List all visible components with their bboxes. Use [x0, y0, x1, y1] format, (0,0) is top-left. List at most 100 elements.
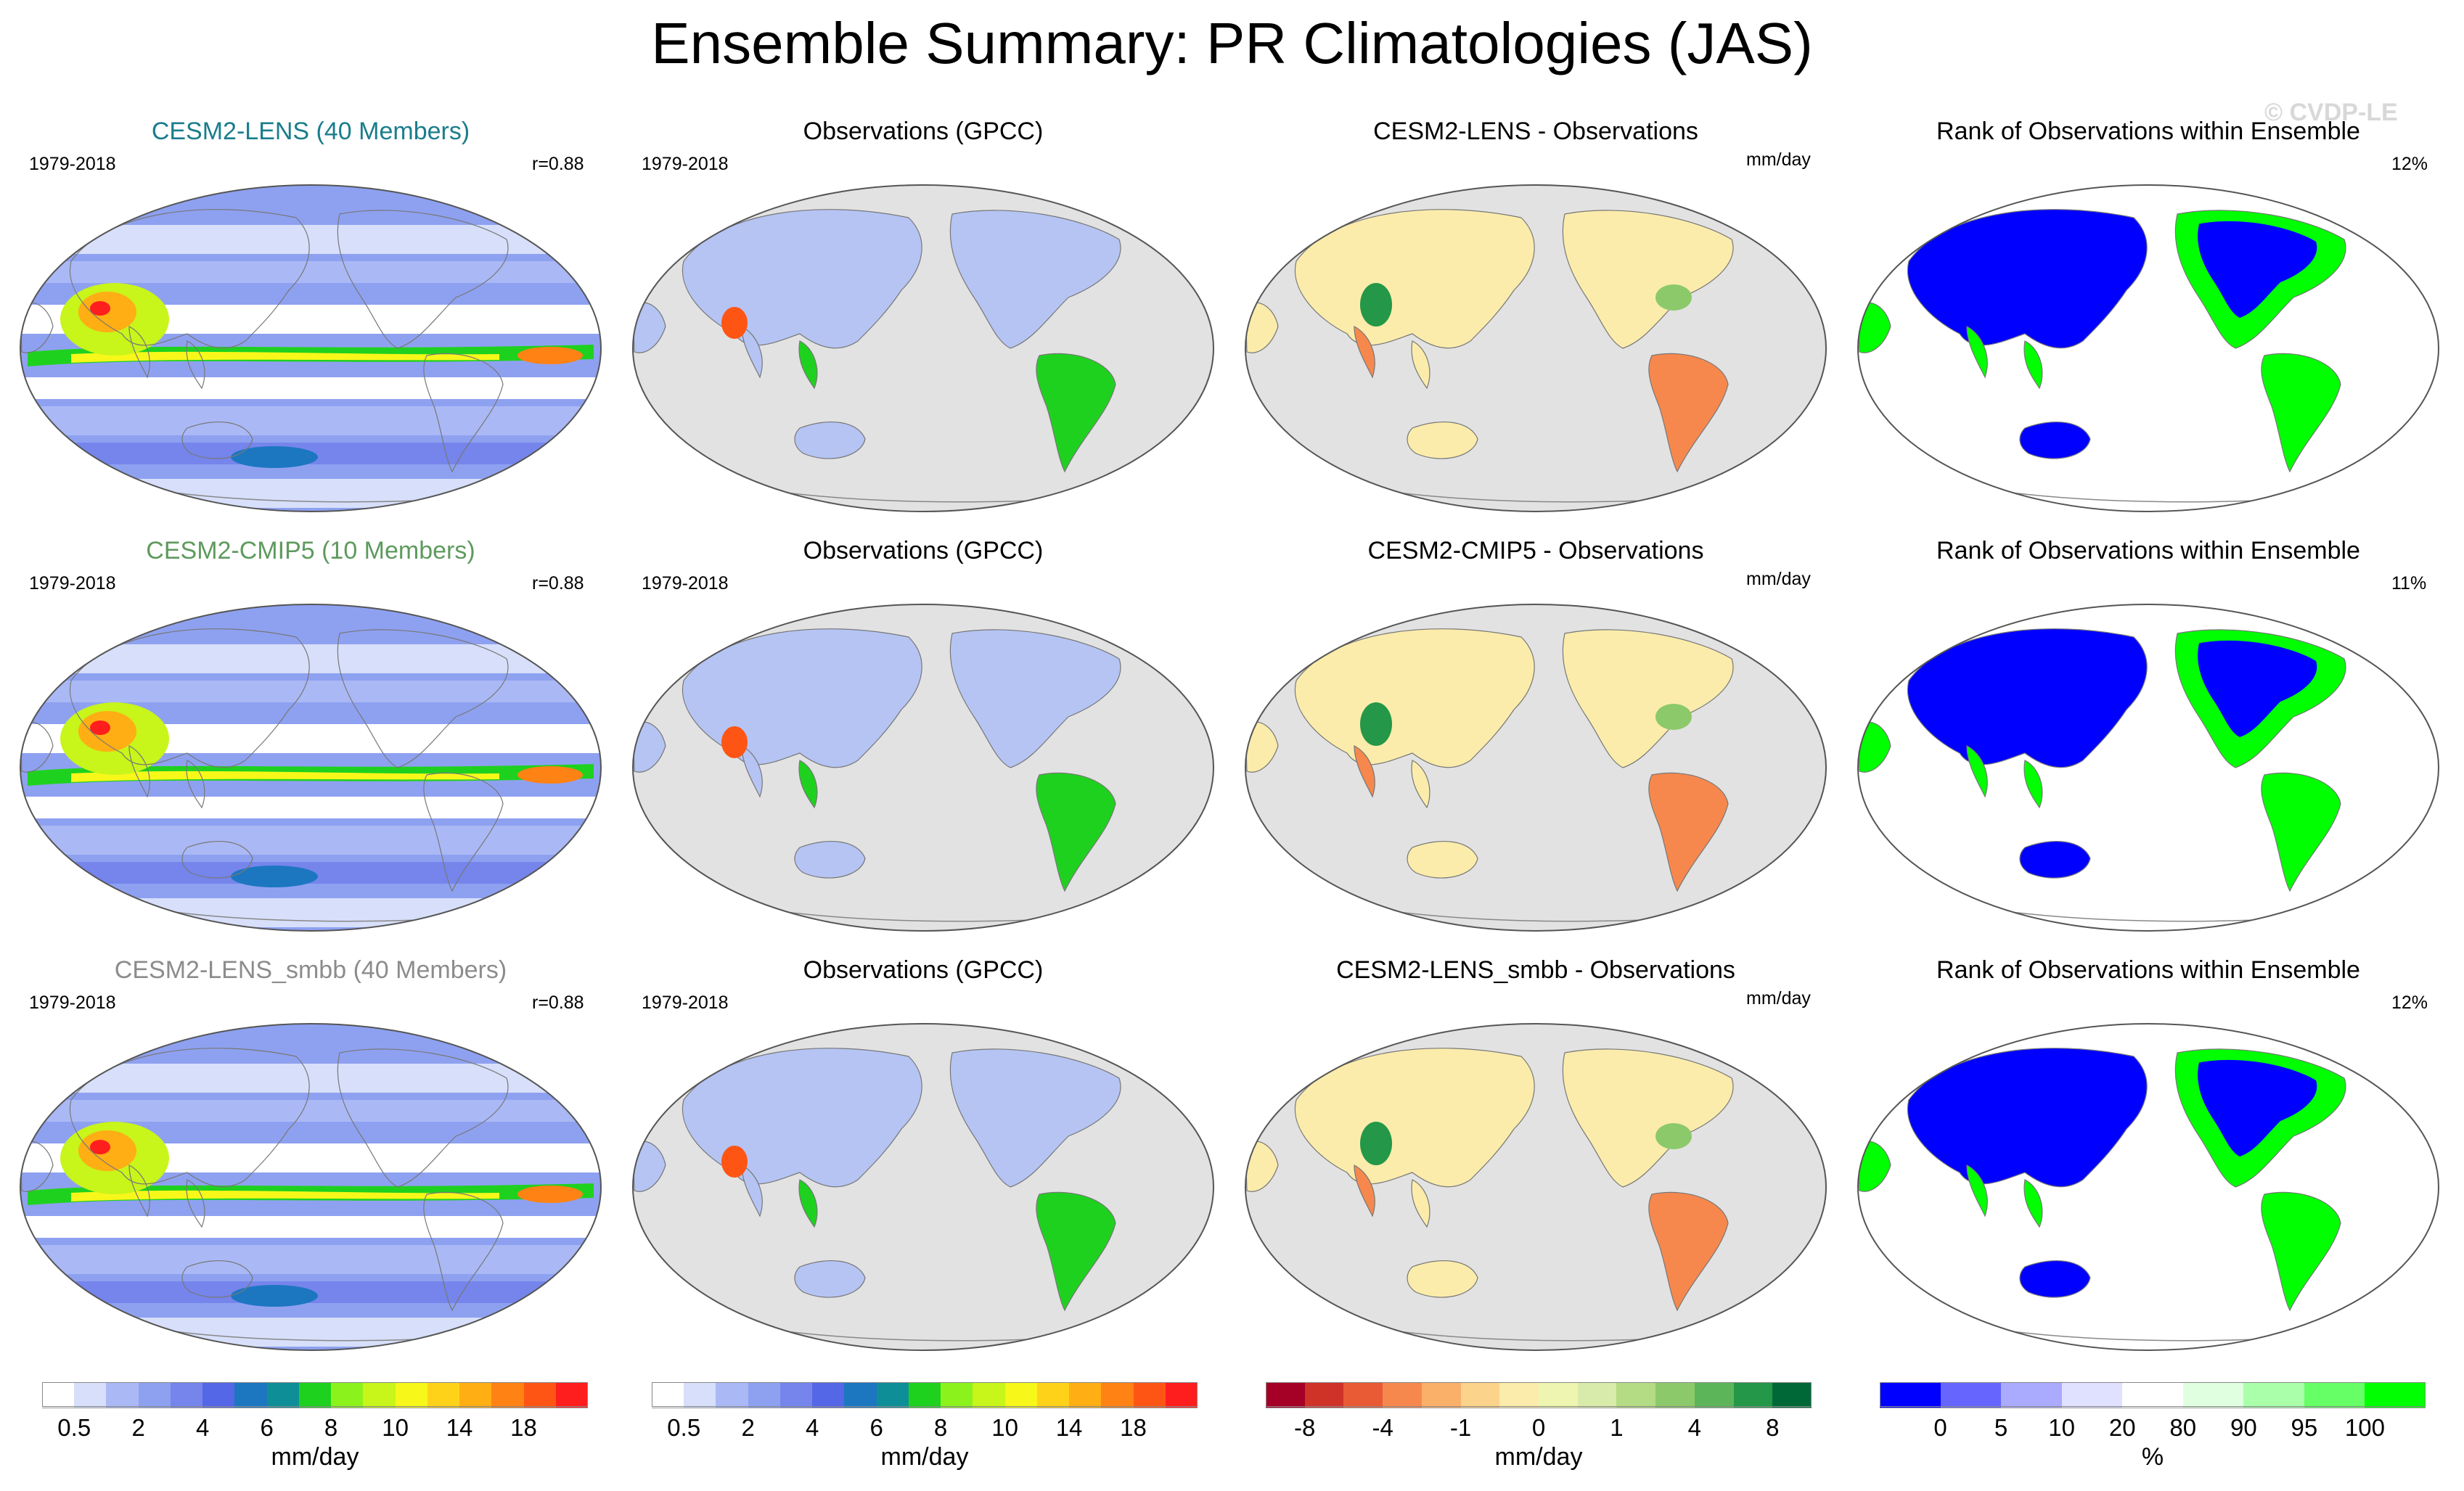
- colorbar-swatch: [202, 1382, 235, 1408]
- colorbar-tick-label: 10: [991, 1414, 1018, 1441]
- map-border: [632, 1023, 1214, 1351]
- colorbar-tick-label: 100: [2344, 1414, 2385, 1441]
- panel-rank-row3: Rank of Observations within Ensemble 12%: [1851, 955, 2446, 1361]
- units-label: mm/day: [1746, 149, 1811, 170]
- panel-title: Rank of Observations within Ensemble: [1936, 537, 2360, 564]
- map-obs: [632, 604, 1214, 932]
- colorbar-tick-label: 0: [1933, 1414, 1947, 1441]
- colorbar-swatch: [331, 1382, 364, 1408]
- colorbar-swatch: [1266, 1382, 1306, 1408]
- colorbar-tick-label: 90: [2230, 1414, 2257, 1441]
- panel-title: CESM2-CMIP5 (10 Members): [146, 537, 475, 564]
- colorbar-tick-label: 0.5: [57, 1414, 91, 1441]
- panel-title: Observations (GPCC): [803, 537, 1044, 564]
- map-border: [1245, 184, 1827, 512]
- map-model: [20, 1023, 602, 1351]
- colorbar-swatch: [1772, 1382, 1812, 1408]
- map-diff: [1245, 1023, 1827, 1351]
- colorbar-swatch: [2365, 1382, 2426, 1408]
- correlation-label: r=0.88: [532, 993, 584, 1013]
- panel-obs-row2: Observations (GPCC) 1979-2018: [626, 535, 1221, 942]
- panel-rank-row2: Rank of Observations within Ensemble 11%: [1851, 535, 2446, 942]
- units-label: mm/day: [1746, 569, 1811, 589]
- colorbar-swatch: [1940, 1382, 2002, 1408]
- rank-percent-label: 12%: [2391, 993, 2428, 1013]
- colorbar-swatch: [1421, 1382, 1462, 1408]
- period-label: 1979-2018: [29, 573, 116, 593]
- panel-diff-row3: CESM2-LENS_smbb - Observations mm/day: [1238, 955, 1833, 1361]
- colorbar-tick-label: 2: [131, 1414, 145, 1441]
- colorbar-swatch: [748, 1382, 781, 1408]
- units-label: mm/day: [1746, 988, 1811, 1009]
- panel-rank-row1: Rank of Observations within Ensemble 12%: [1851, 116, 2446, 522]
- colorbar-tick-label: 5: [1994, 1414, 2008, 1441]
- colorbar-units: mm/day: [1494, 1443, 1583, 1471]
- period-label: 1979-2018: [642, 993, 729, 1013]
- colorbar-tick-label: 14: [446, 1414, 473, 1441]
- continents: [1858, 628, 2367, 922]
- colorbar-tick-label: 80: [2169, 1414, 2197, 1441]
- panel-title: CESM2-CMIP5 - Observations: [1367, 537, 1704, 564]
- panel-title: CESM2-LENS_smbb (40 Members): [114, 956, 507, 984]
- colorbar-swatch: [427, 1382, 460, 1408]
- map-border: [20, 1023, 602, 1351]
- panel-model-row2: CESM2-CMIP5 (10 Members) 1979-2018 r=0.88: [13, 535, 608, 942]
- colorbar-tick-label: 4: [1687, 1414, 1702, 1441]
- colorbar-swatch: [1655, 1382, 1695, 1408]
- colorbar-tick-label: 8: [324, 1414, 338, 1441]
- colorbar-swatch: [459, 1382, 492, 1408]
- continents: [1858, 209, 2367, 503]
- colorbar-swatch: [1539, 1382, 1579, 1408]
- map-obs: [632, 184, 1214, 512]
- colorbar-units: %: [2141, 1443, 2164, 1471]
- colorbar-tick-label: 8: [933, 1414, 948, 1441]
- correlation-label: r=0.88: [532, 154, 584, 174]
- colorbar-precip-model: 0.5 2 4 6 8 10 14 18 mm/day: [42, 1382, 589, 1484]
- map-border: [1857, 1023, 2439, 1351]
- continents: [1858, 1048, 2367, 1342]
- map-obs: [632, 1023, 1214, 1351]
- colorbar-swatch: [1499, 1382, 1539, 1408]
- panel-title: Observations (GPCC): [803, 118, 1044, 145]
- continents: [1245, 1048, 1754, 1342]
- colorbar-units: mm/day: [271, 1443, 359, 1471]
- colorbar-swatch: [523, 1382, 557, 1408]
- colorbar-outline: [42, 1382, 588, 1407]
- colorbar-tick-label: 0.5: [667, 1414, 701, 1441]
- rank-percent-label: 12%: [2391, 154, 2428, 174]
- panel-title: Rank of Observations within Ensemble: [1936, 956, 2360, 984]
- colorbar-tick-label: 20: [2108, 1414, 2136, 1441]
- figure-title: Ensemble Summary: PR Climatologies (JAS): [651, 11, 1813, 75]
- correlation-label: r=0.88: [532, 573, 584, 593]
- colorbar-swatch: [2243, 1382, 2305, 1408]
- panel-title: Observations (GPCC): [803, 956, 1044, 984]
- map-rank: [1857, 184, 2439, 512]
- panel-model-row1: CESM2-LENS (40 Members) 1979-2018 r=0.88: [13, 116, 608, 522]
- colorbar-swatch: [908, 1382, 941, 1408]
- colorbar-swatch: [652, 1382, 684, 1408]
- colorbar-swatch: [1733, 1382, 1773, 1408]
- colorbar-tick-label: 6: [260, 1414, 274, 1441]
- period-label: 1979-2018: [642, 573, 729, 593]
- colorbar-precip-diff: -8 -4 -1 0 1 4 8 mm/day: [1266, 1382, 1812, 1484]
- map-diff: [1245, 604, 1827, 932]
- rank-percent-label: 11%: [2391, 573, 2427, 593]
- panel-title: CESM2-LENS - Observations: [1373, 118, 1698, 145]
- panel-obs-row3: Observations (GPCC) 1979-2018: [626, 955, 1221, 1361]
- colorbar-swatch: [2304, 1382, 2365, 1408]
- colorbar-tick-label: 2: [741, 1414, 755, 1441]
- colorbar-outline: [1880, 1382, 2426, 1407]
- map-border: [20, 184, 602, 512]
- map-border: [1245, 1023, 1827, 1351]
- colorbar-swatch: [138, 1382, 171, 1408]
- colorbar-outline: [1266, 1382, 1812, 1407]
- colorbar-tick-label: 18: [1120, 1414, 1147, 1441]
- map-model: [20, 604, 602, 932]
- colorbar-tick-label: 95: [2291, 1414, 2318, 1441]
- period-label: 1979-2018: [642, 154, 729, 174]
- panel-model-row3: CESM2-LENS_smbb (40 Members) 1979-2018 r=0…: [13, 955, 608, 1361]
- colorbar-swatch: [1304, 1382, 1344, 1408]
- panel-title: CESM2-LENS (40 Members): [151, 118, 470, 145]
- colorbar-tick-label: 8: [1766, 1414, 1780, 1441]
- continents: [633, 628, 1142, 922]
